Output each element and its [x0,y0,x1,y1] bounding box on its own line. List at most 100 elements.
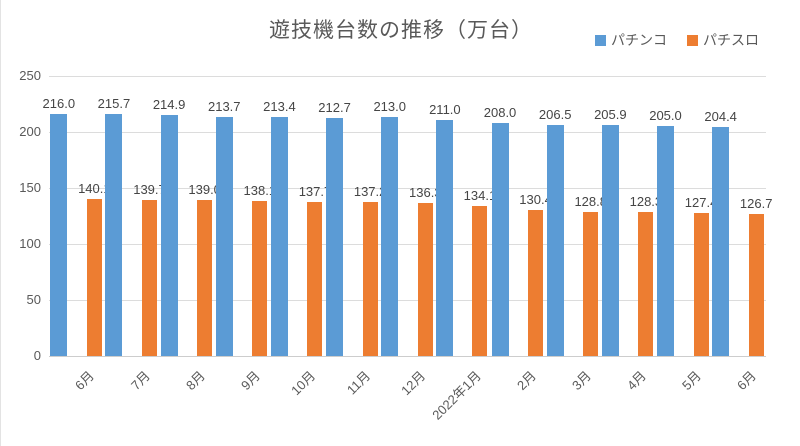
y-tick-label: 100 [19,236,41,251]
bar-group: 206.5 128.8 [539,76,607,356]
bar-column: 127.4 [684,76,718,356]
bar-group: 212.7 137.2 [318,76,386,356]
data-label-pachislot: 127.4 [684,195,718,211]
gridline [49,300,766,301]
bar-column: 208.0 [483,76,517,356]
bar-pachinko [215,116,233,356]
bar-pachinko [50,114,68,356]
gridline [49,188,766,189]
bar-column: 137.2 [354,76,386,356]
bar-column: 137.7 [299,76,331,356]
x-axis-label: 5月 [679,368,705,394]
bar-column: 206.5 [538,76,572,356]
data-label-pachinko: 213.4 [263,99,296,114]
data-label-pachinko: 206.5 [538,106,572,122]
data-label-pachinko: 205.9 [594,107,627,123]
bar-pachinko [712,127,730,356]
data-label-pachislot: 126.7 [739,196,773,212]
bar-column: 139.7 [133,76,166,356]
bar-pachislot [362,202,378,356]
x-axis-label: 10月 [287,368,318,399]
bar-column: 138.1 [243,76,277,356]
x-axis-label: 2月 [513,368,539,394]
bar-column: 140.1 [78,76,111,356]
data-label-pachinko: 216.0 [42,96,76,112]
bar-column: 128.8 [574,76,607,356]
data-label-pachinko: 205.0 [649,108,682,124]
data-label-pachinko: 214.9 [152,97,186,113]
bar-column: 212.7 [318,76,351,356]
data-label-pachinko: 204.4 [704,109,737,125]
bar-column: 130.4 [519,76,552,356]
bar-pachislot [693,213,709,356]
y-tick-label: 250 [19,68,41,83]
bar-column: 211.0 [429,76,461,356]
bar-column: 215.7 [97,76,131,356]
bar-column: 214.9 [152,76,186,356]
bar-pachinko [491,123,509,356]
bar-column: 128.3 [629,76,663,356]
bar-group: 208.0 130.4 [484,76,552,356]
bar-column: 204.4 [704,76,737,356]
bar-pachislot [252,201,268,356]
bar-column: 136.3 [409,76,442,356]
bar-column: 139.0 [188,76,221,356]
bar-column: 126.7 [739,76,773,356]
data-label-pachislot: 128.8 [574,193,607,209]
x-axis-label: 11月 [343,368,374,398]
data-label-pachislot: 139.0 [188,182,221,198]
bar-pachinko [601,125,619,356]
data-label-pachinko: 211.0 [429,101,461,117]
y-tick-label: 200 [19,124,41,139]
gridline [49,132,766,133]
bar-group: 204.4 126.7 [704,76,772,356]
bar-group: 205.0 127.4 [649,76,717,356]
bar-group: 213.4 137.7 [263,76,331,356]
legend: パチンコ パチスロ [595,30,759,50]
bar-pachislot [307,201,323,356]
legend-item-pachislot: パチスロ [687,30,759,50]
data-label-pachislot: 138.1 [243,183,277,199]
data-label-pachinko: 215.7 [97,96,131,112]
y-tick-label: 50 [26,292,41,307]
legend-swatch-pachinko-icon [595,34,606,46]
gridline [49,76,766,77]
bar-column: 213.4 [263,76,296,356]
y-tick-label: 0 [33,348,41,363]
bar-pachinko [326,117,344,356]
bar-column: 134.1 [464,76,496,356]
bar-pachislot [141,199,157,356]
bar-column: 205.0 [649,76,682,356]
data-label-pachinko: 212.7 [318,99,351,115]
bar-pachinko [546,124,564,356]
bar-column: 205.9 [594,76,627,356]
bar-group: 205.9 128.3 [594,76,662,356]
legend-item-pachinko: パチンコ [595,30,667,50]
y-tick-label: 150 [19,180,41,195]
x-axis-label: 12月 [398,368,429,399]
bar-pachinko [381,117,399,356]
data-label-pachinko: 213.0 [373,99,406,115]
bar-pachinko [105,114,123,356]
x-axis-label: 9月 [237,368,263,394]
bar-group: 215.7 139.7 [98,76,166,356]
legend-label-pachislot: パチスロ [703,32,759,48]
x-axis-label: 6月 [72,368,98,394]
x-axis-label: 6月 [734,368,760,394]
bar-group: 213.7 138.1 [208,76,276,356]
bar-pachislot [472,205,488,356]
data-label-pachislot: 136.3 [409,185,442,201]
data-label-pachislot: 128.3 [629,194,663,210]
bar-pachislot [583,211,599,356]
x-axis-label: 8月 [182,368,208,394]
bar-pachislot [417,203,433,356]
bar-pachinko [656,126,674,356]
data-label-pachislot: 130.4 [519,191,552,207]
chart-title: 遊技機台数の推移（万台） [269,19,533,42]
bar-group: 214.9 139.0 [153,76,221,356]
data-label-pachinko: 213.7 [207,98,241,114]
bar-pachislot [638,212,654,356]
data-label-pachinko: 208.0 [483,105,517,121]
